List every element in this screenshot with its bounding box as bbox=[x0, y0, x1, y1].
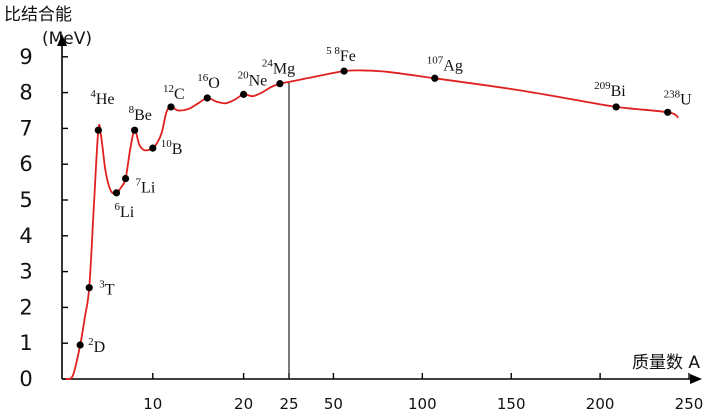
nuclide-label: 12C bbox=[163, 83, 185, 103]
x-tick-label: 150 bbox=[497, 395, 526, 413]
y-tick-label: 2 bbox=[19, 295, 32, 319]
nuclide-symbol: B bbox=[172, 141, 183, 158]
y-tick-label: 3 bbox=[19, 260, 32, 284]
x-tick-label: 200 bbox=[586, 395, 615, 413]
x-tick-label: 25 bbox=[279, 395, 298, 413]
nuclide-point bbox=[203, 94, 211, 102]
nuclide-label: 20Ne bbox=[238, 69, 268, 89]
y-tick-label: 1 bbox=[19, 331, 32, 355]
y-axis-label-line2: (MeV) bbox=[42, 29, 92, 49]
nuclide-symbol: Be bbox=[134, 107, 152, 124]
y-tick-label: 4 bbox=[19, 224, 32, 248]
x-axis-arrow bbox=[690, 374, 702, 384]
y-tick-label: 9 bbox=[19, 45, 32, 69]
nuclide-point bbox=[76, 341, 84, 349]
nuclide-mass-number: 16 bbox=[197, 72, 209, 84]
y-tick-label: 0 bbox=[19, 367, 32, 391]
nuclide-label: 209Bi bbox=[594, 80, 626, 100]
nuclide-point bbox=[85, 284, 93, 292]
nuclide-mass-number: 5 8 bbox=[326, 45, 340, 57]
x-tick-label: 50 bbox=[324, 395, 343, 413]
nuclide-label: 7Li bbox=[136, 177, 156, 197]
binding-energy-curve bbox=[65, 69, 679, 381]
nuclide-point bbox=[121, 174, 130, 183]
y-axis-arrow bbox=[57, 34, 67, 46]
nuclide-symbol: Ag bbox=[443, 57, 463, 74]
nuclide-label: 5 8Fe bbox=[326, 45, 356, 65]
nuclide-point bbox=[612, 103, 620, 111]
nuclide-point bbox=[131, 126, 139, 134]
nuclide-label: 4He bbox=[90, 88, 114, 108]
y-tick-label: 5 bbox=[19, 188, 32, 212]
nuclide-mass-number: 24 bbox=[262, 58, 274, 70]
y-ticks: 0 1 2 3 4 5 6 7 8 9 bbox=[19, 45, 68, 391]
nuclide-point bbox=[167, 103, 175, 111]
y-tick-label: 6 bbox=[19, 152, 32, 176]
nuclide-symbol: Fe bbox=[340, 48, 356, 65]
nuclide-label: 8Be bbox=[129, 104, 152, 124]
nuclide-symbol: Ne bbox=[249, 72, 268, 89]
nuclide-point bbox=[149, 144, 157, 152]
x-tick-label: 20 bbox=[234, 395, 253, 413]
nuclide-symbol: He bbox=[96, 91, 115, 108]
nuclide-label: 24Mg bbox=[262, 58, 295, 78]
nuclide-label: 16O bbox=[197, 72, 220, 92]
nuclide-symbol: D bbox=[94, 339, 106, 356]
x-ticks: 10 20 25 50 100 150 200 250 bbox=[143, 373, 703, 413]
x-tick-label: 250 bbox=[675, 395, 704, 413]
nuclide-symbol: O bbox=[208, 75, 220, 92]
y-tick-label: 8 bbox=[19, 81, 32, 105]
nuclide-label: 238U bbox=[664, 88, 693, 108]
y-axis-label-line1: 比结合能 bbox=[4, 5, 72, 25]
x-tick-label: 100 bbox=[408, 395, 437, 413]
nuclide-symbol: C bbox=[174, 86, 185, 103]
nuclide-label: 107Ag bbox=[427, 54, 463, 74]
nuclide-point bbox=[240, 90, 248, 98]
nuclide-symbol: Bi bbox=[611, 83, 627, 100]
nuclide-mass-number: 4 bbox=[90, 88, 96, 100]
nuclide-symbol: Mg bbox=[273, 61, 295, 78]
axes bbox=[57, 34, 702, 384]
nuclide-mass-number: 2 bbox=[88, 336, 94, 348]
nuclide-point bbox=[112, 189, 121, 197]
nuclide-point bbox=[276, 80, 284, 88]
nuclide-point bbox=[340, 67, 348, 75]
nuclide-mass-number: 8 bbox=[129, 104, 135, 116]
nuclide-symbol: T bbox=[105, 282, 115, 299]
curve-line bbox=[65, 69, 679, 381]
y-tick-label: 7 bbox=[19, 116, 32, 140]
nuclide-mass-number: 10 bbox=[161, 138, 173, 150]
nuclide-point bbox=[431, 74, 439, 82]
nuclide-mass-number: 12 bbox=[163, 83, 174, 95]
nuclide-mass-number: 3 bbox=[99, 279, 105, 291]
nuclide-mass-number: 6 bbox=[114, 201, 120, 213]
nuclide-mass-number: 238 bbox=[664, 88, 681, 100]
nuclide-label: 2D bbox=[88, 336, 105, 356]
nuclide-label: 3T bbox=[99, 279, 115, 299]
x-tick-label: 10 bbox=[143, 395, 162, 413]
nuclide-symbol: Li bbox=[141, 180, 156, 197]
nuclide-mass-number: 107 bbox=[427, 54, 444, 66]
x-axis-label: 质量数 A bbox=[632, 353, 700, 373]
nuclide-symbol: U bbox=[680, 91, 692, 108]
nuclide-point bbox=[94, 126, 102, 134]
nuclide-point bbox=[664, 108, 672, 116]
nuclide-mass-number: 7 bbox=[136, 177, 142, 189]
nuclide-points bbox=[76, 67, 672, 349]
nuclide-mass-number: 209 bbox=[594, 80, 611, 92]
nuclide-symbol: Li bbox=[120, 204, 135, 221]
nuclide-label: 6Li bbox=[114, 201, 134, 221]
nuclide-mass-number: 20 bbox=[238, 69, 250, 81]
nuclide-label: 10B bbox=[161, 138, 183, 158]
